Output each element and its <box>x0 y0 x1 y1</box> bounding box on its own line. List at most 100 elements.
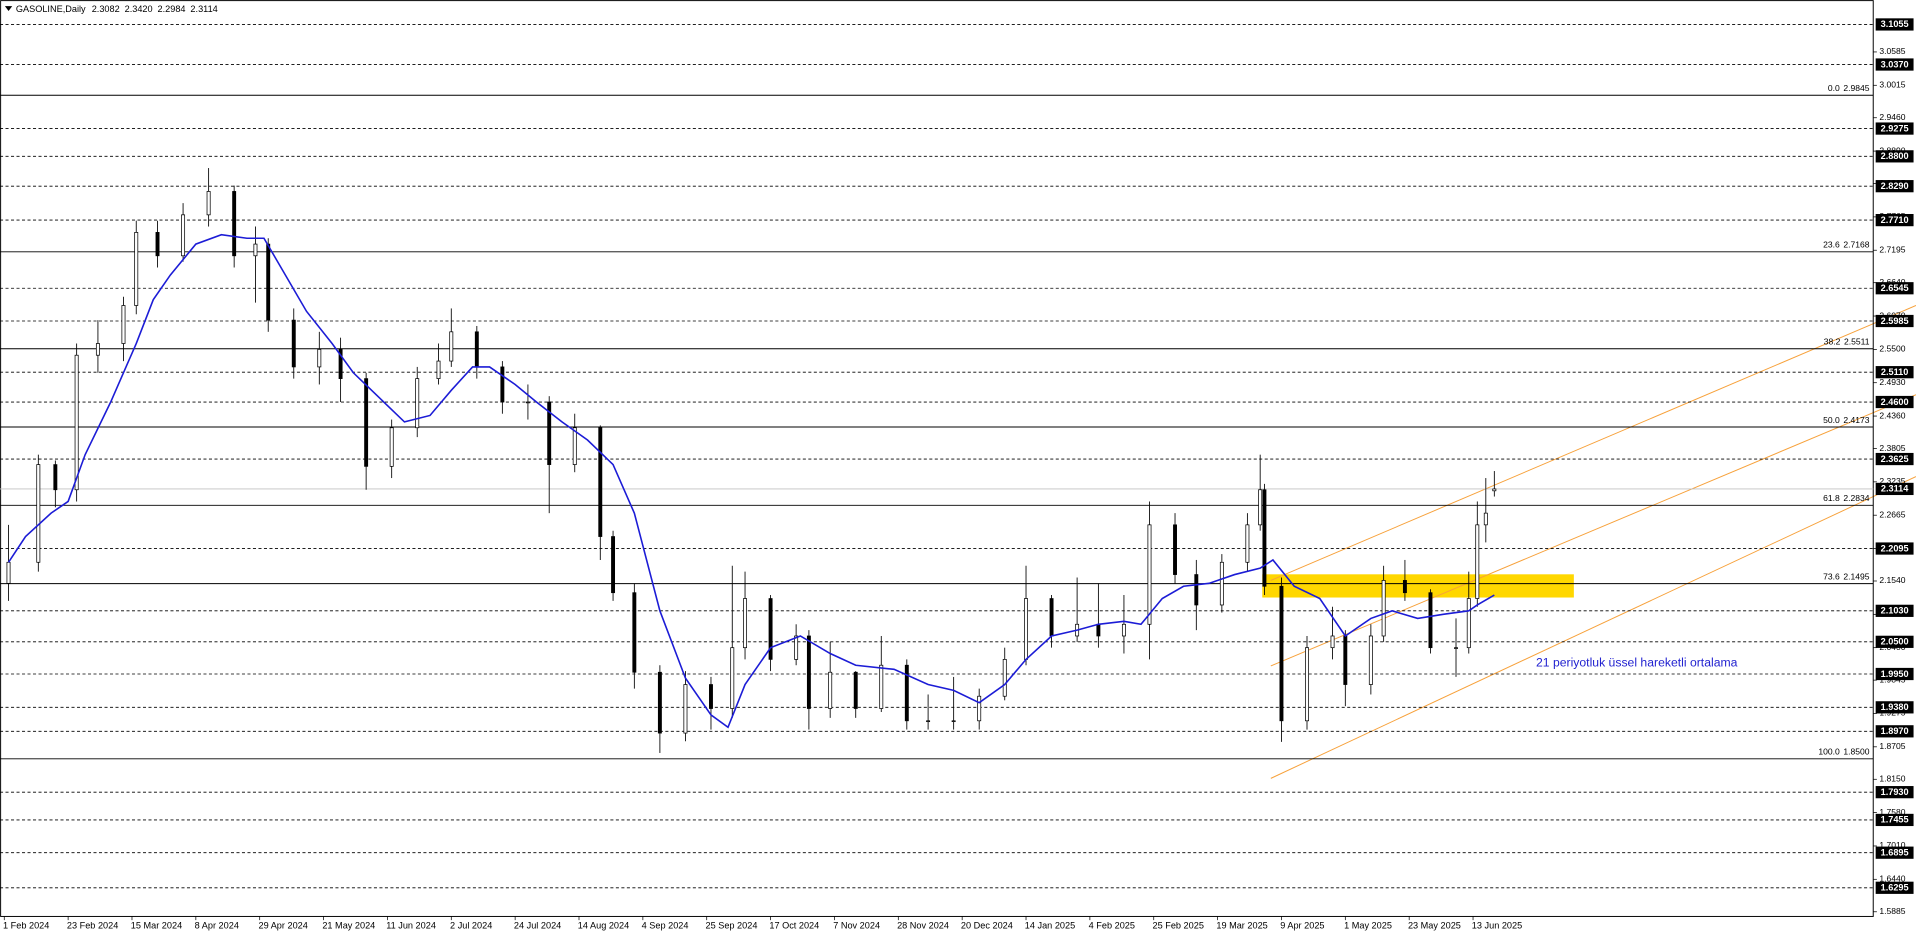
candle-body <box>155 232 160 257</box>
level-label: 2.8290 <box>1881 181 1909 191</box>
fib-label: 23.6 2.7168 <box>1823 240 1870 250</box>
candle-body <box>121 305 126 344</box>
support-zone <box>1262 574 1574 598</box>
level-label: 3.1055 <box>1881 19 1909 29</box>
candle-body <box>134 232 139 306</box>
y-tick-label: 3.0585 <box>1879 46 1905 56</box>
fib-price: 2.7168 <box>1843 240 1869 250</box>
candle-body <box>36 464 41 563</box>
x-tick-label: 14 Jan 2025 <box>1025 921 1075 931</box>
channel-middle <box>1270 394 1916 667</box>
y-tick-label: 2.6640 <box>1879 277 1905 287</box>
drawings <box>0 0 1916 917</box>
last-price-label: 2.3114 <box>1881 484 1909 494</box>
y-tick-label: 1.7010 <box>1879 840 1905 850</box>
candle-body <box>389 427 394 467</box>
level-box <box>1875 452 1914 466</box>
level-label: 2.8800 <box>1881 151 1909 161</box>
candle-body <box>1483 512 1488 526</box>
fib-label: 50.0 2.4173 <box>1823 415 1870 425</box>
x-tick-label: 4 Feb 2025 <box>1089 921 1135 931</box>
candle-body <box>1279 585 1284 722</box>
fib-price: 1.8500 <box>1843 747 1869 757</box>
x-tick-label: 17 Oct 2024 <box>769 921 819 931</box>
level-box <box>1875 813 1914 827</box>
fib-level: 61.8 <box>1823 493 1840 503</box>
candle-body <box>1024 598 1028 660</box>
candle-body <box>74 354 79 491</box>
y-tick-label: 2.2665 <box>1879 509 1905 519</box>
fib-price: 2.4173 <box>1843 415 1869 425</box>
level-box <box>1875 786 1914 799</box>
candle-body <box>951 720 956 723</box>
level-box <box>1875 180 1914 193</box>
fib-price: 2.1495 <box>1843 572 1869 582</box>
candle-body <box>338 349 343 379</box>
x-tick-label: 14 Aug 2024 <box>578 921 629 931</box>
x-tick-label: 24 Jul 2024 <box>514 921 561 931</box>
candle-body <box>904 664 909 722</box>
candle-body <box>95 343 100 356</box>
candle-body <box>977 695 982 722</box>
candle-body <box>500 366 505 403</box>
fib-label: 100.0 1.8500 <box>1818 747 1869 757</box>
candle-body <box>1305 647 1309 722</box>
x-tick-label: 9 Apr 2025 <box>1280 921 1324 931</box>
channel-top <box>1270 305 1916 581</box>
level-label: 2.1030 <box>1881 606 1909 616</box>
candle-body <box>1096 623 1101 637</box>
candle-body <box>1147 524 1152 625</box>
level-label: 2.6545 <box>1881 283 1909 293</box>
header: GASOLINE,Daily 2.3082 2.3420 2.2984 2.3114 <box>16 4 218 14</box>
x-tick-label: 2 Jul 2024 <box>450 921 492 931</box>
y-tick-label: 2.5500 <box>1879 344 1905 354</box>
level-label: 3.0370 <box>1881 59 1909 69</box>
level-box <box>1875 366 1914 379</box>
level-label: 2.7710 <box>1881 215 1909 225</box>
candle-body <box>1262 489 1267 587</box>
level-box <box>1875 725 1914 738</box>
fib-level: 0.0 <box>1828 83 1840 93</box>
candle-body <box>436 360 441 379</box>
candle-body <box>1381 580 1386 637</box>
candle-body <box>1330 635 1335 649</box>
y-tick-label: 2.3235 <box>1879 476 1905 486</box>
candle-body <box>1466 598 1471 649</box>
candle-body <box>1402 580 1407 594</box>
fib-level: 50.0 <box>1823 415 1840 425</box>
y-tick-label: 3.0015 <box>1879 80 1905 90</box>
level-box <box>1875 635 1914 648</box>
x-tick-label: 15 Mar 2024 <box>131 921 182 931</box>
y-tick-label: 2.3805 <box>1879 443 1905 453</box>
x-tick-label: 21 May 2024 <box>322 921 375 931</box>
fib-label: 38.2 2.5511 <box>1824 337 1870 347</box>
y-tick-label: 2.1540 <box>1879 575 1905 585</box>
candle-body <box>709 684 713 709</box>
level-label: 2.5110 <box>1881 367 1909 377</box>
level-box <box>1875 282 1914 295</box>
level-box <box>1875 150 1914 163</box>
candle-body <box>1454 647 1458 649</box>
y-tick-label: 1.8705 <box>1879 741 1905 751</box>
candle-body <box>611 536 616 594</box>
menu-arrow[interactable] <box>4 6 13 11</box>
candle-body <box>879 664 884 709</box>
candle-body <box>730 647 735 709</box>
last-price-box <box>1875 482 1914 496</box>
level-label: 1.8970 <box>1881 726 1909 736</box>
x-tick-label: 1 Feb 2024 <box>3 921 49 931</box>
candle-body <box>1343 635 1348 685</box>
level-box <box>1875 314 1914 328</box>
level-box <box>1875 701 1914 714</box>
fib-label: 61.8 2.2834 <box>1823 493 1870 503</box>
candle-body <box>253 243 258 257</box>
fib-price: 2.2834 <box>1843 493 1869 503</box>
candle-body <box>657 671 662 734</box>
x-tick-label: 23 Feb 2024 <box>67 921 118 931</box>
moving-average <box>7 233 1495 729</box>
level-box <box>1875 395 1914 409</box>
level-box <box>1875 213 1914 227</box>
header-high: 2.3420 <box>125 4 153 14</box>
x-tick-label: 20 Dec 2024 <box>961 921 1013 931</box>
